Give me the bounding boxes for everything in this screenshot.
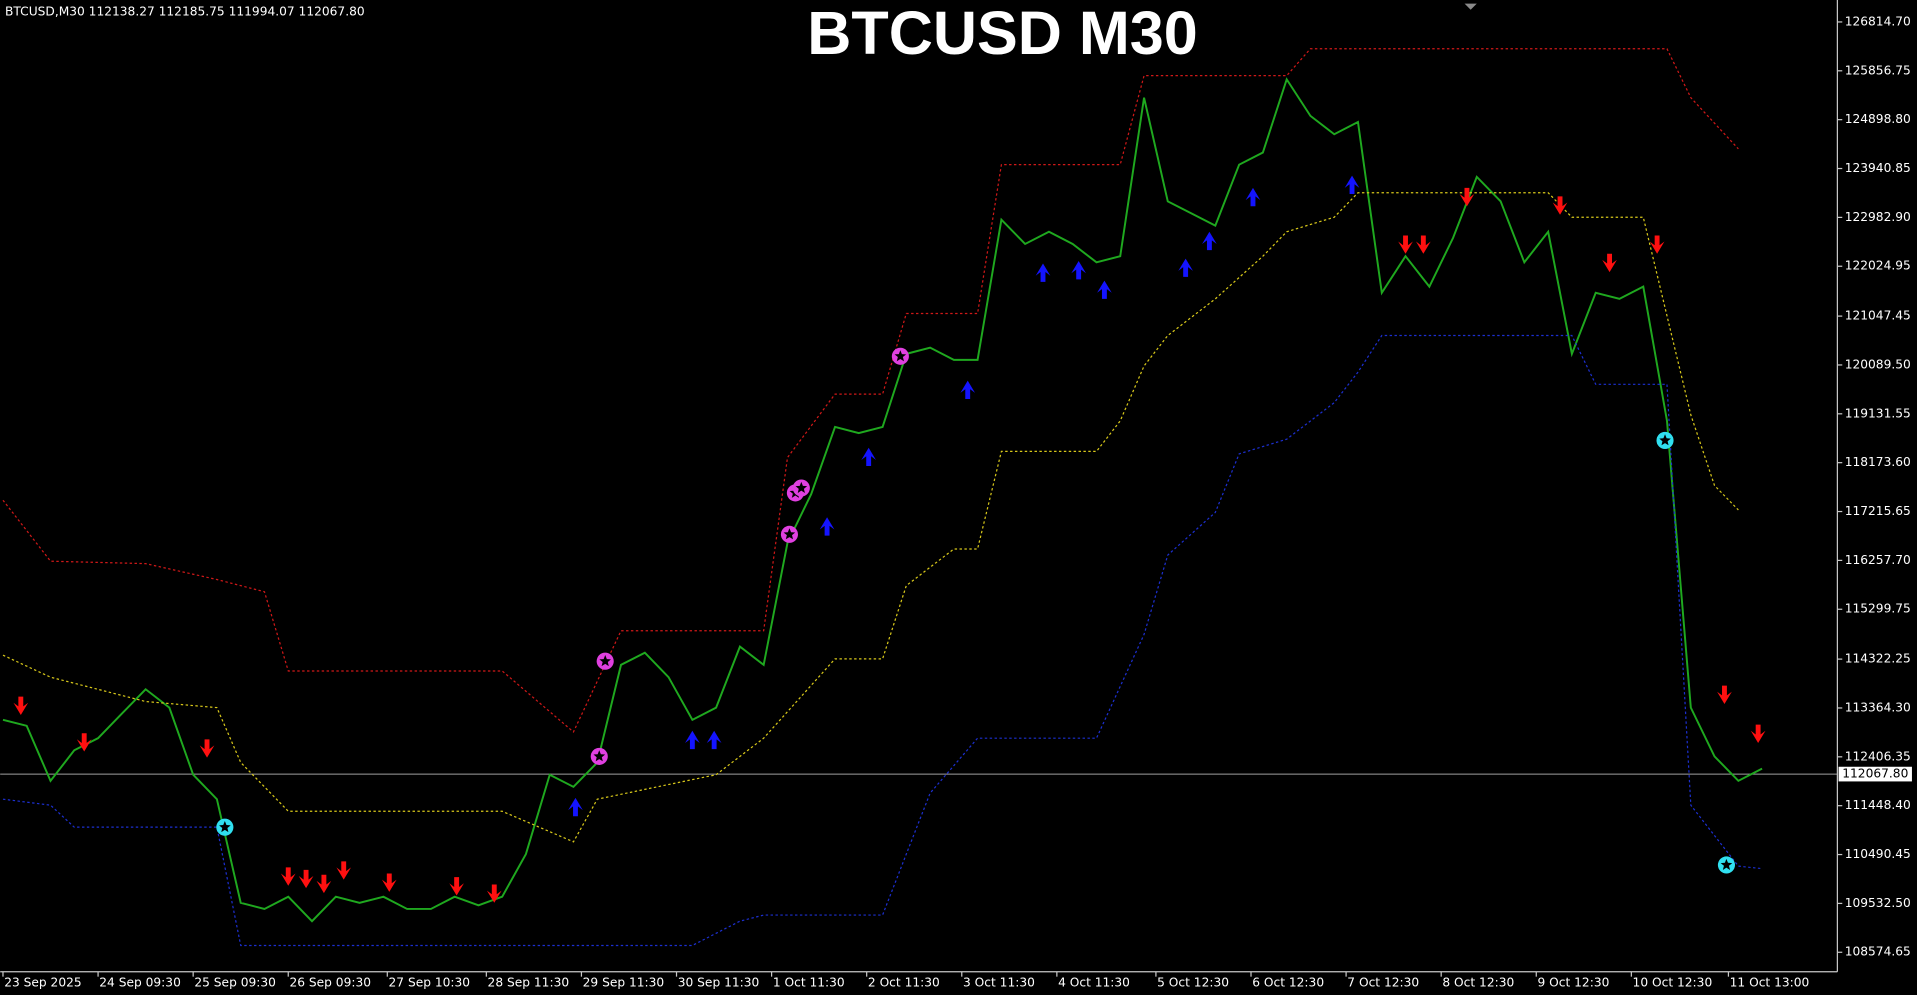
buy-arrow xyxy=(1344,175,1360,195)
buy-arrow xyxy=(960,380,976,399)
star-shape xyxy=(219,821,231,833)
x-tick-label: 24 Sep 09:30 xyxy=(99,975,181,989)
y-tick-label: 117215.65 xyxy=(1845,504,1911,518)
sell-arrow xyxy=(1717,685,1732,704)
x-tick-label: 9 Oct 12:30 xyxy=(1537,975,1609,989)
channel-line xyxy=(2,334,1763,947)
star-shape xyxy=(894,350,907,362)
star-shape xyxy=(599,655,611,667)
star-shape xyxy=(1720,858,1733,870)
buy-arrow xyxy=(861,447,877,467)
buy-arrow xyxy=(1202,231,1217,251)
buy-arrow xyxy=(1245,187,1261,207)
shift-marker xyxy=(1464,3,1477,10)
y-tick-label: 113364.30 xyxy=(1845,700,1911,714)
x-tick-label: 29 Sep 11:30 xyxy=(583,975,665,989)
x-tick-label: 3 Oct 11:30 xyxy=(963,975,1035,989)
y-tick-label: 112406.35 xyxy=(1845,749,1911,763)
star-marker xyxy=(792,479,810,497)
y-tick-label: 111448.40 xyxy=(1845,798,1911,812)
x-tick-label: 26 Sep 09:30 xyxy=(289,975,371,989)
x-tick-label: 10 Oct 12:30 xyxy=(1633,975,1713,989)
y-tick-label: 114322.25 xyxy=(1845,652,1911,666)
sell-arrow xyxy=(486,884,502,903)
buy-arrow xyxy=(1178,258,1193,277)
sell-arrow xyxy=(13,696,29,715)
sell-arrow xyxy=(1750,724,1766,744)
y-tick-label: 124898.80 xyxy=(1845,112,1911,126)
sell-arrow xyxy=(449,877,464,896)
star-shape xyxy=(783,528,796,540)
y-tick-label: 115299.75 xyxy=(1845,602,1911,616)
star-marker xyxy=(590,747,608,765)
x-tick-label: 2 Oct 11:30 xyxy=(868,975,940,989)
star-marker xyxy=(596,652,614,670)
star-marker xyxy=(1656,431,1674,449)
sell-arrow xyxy=(76,733,92,752)
x-tick-label: 8 Oct 12:30 xyxy=(1442,975,1514,989)
y-tick-label: 118173.60 xyxy=(1845,455,1911,469)
buy-arrow xyxy=(1097,280,1112,299)
buy-arrow xyxy=(706,730,722,750)
sell-arrow xyxy=(1459,187,1475,207)
star-marker xyxy=(780,525,798,543)
star-shape xyxy=(795,481,808,493)
y-tick-label: 109532.50 xyxy=(1845,896,1911,910)
y-tick-label: 120089.50 xyxy=(1845,357,1911,371)
sell-arrow xyxy=(1552,196,1568,215)
buy-arrow xyxy=(568,797,583,817)
x-tick-label: 6 Oct 12:30 xyxy=(1252,975,1324,989)
star-marker xyxy=(1717,856,1735,874)
x-tick-label: 5 Oct 12:30 xyxy=(1157,975,1229,989)
sell-arrow xyxy=(1649,235,1665,254)
star-marker xyxy=(216,818,234,836)
sell-arrow xyxy=(381,873,397,892)
y-tick-label: 123940.85 xyxy=(1845,161,1911,175)
y-tick-label: 119131.55 xyxy=(1845,406,1911,420)
last-price-label: 112067.80 xyxy=(1842,767,1908,781)
x-tick-label: 30 Sep 11:30 xyxy=(678,975,760,989)
x-tick-label: 7 Oct 12:30 xyxy=(1347,975,1419,989)
y-tick-label: 122024.95 xyxy=(1845,259,1911,273)
plot-area xyxy=(0,48,1838,947)
sell-arrow xyxy=(336,861,352,880)
sell-arrow xyxy=(280,867,296,886)
x-tick-label: 28 Sep 11:30 xyxy=(488,975,570,989)
x-tick-label: 25 Sep 09:30 xyxy=(194,975,276,989)
sell-arrow xyxy=(1602,253,1617,273)
sell-arrow xyxy=(1398,235,1413,254)
chart-header: BTCUSD,M30 112138.27 112185.75 111994.07… xyxy=(5,5,365,19)
y-tick-label: 121047.45 xyxy=(1845,309,1911,323)
x-tick-label: 4 Oct 11:30 xyxy=(1058,975,1130,989)
channel-line xyxy=(2,48,1739,733)
y-tick-label: 126814.70 xyxy=(1845,14,1911,28)
last-price-box xyxy=(1838,766,1912,782)
buy-arrow xyxy=(1071,261,1086,280)
y-tick-label: 122982.90 xyxy=(1845,210,1911,224)
y-tick-label: 116257.70 xyxy=(1845,553,1911,567)
star-shape xyxy=(593,750,606,762)
y-tick-label: 125856.75 xyxy=(1845,63,1911,77)
x-tick-label: 23 Sep 2025 xyxy=(4,975,81,989)
sell-arrow xyxy=(316,874,332,894)
chart-title: BTCUSD M30 xyxy=(807,0,1197,67)
star-shape xyxy=(1659,434,1671,446)
x-tick-label: 27 Sep 10:30 xyxy=(389,975,471,989)
y-tick-label: 110490.45 xyxy=(1845,847,1911,861)
buy-arrow xyxy=(1035,263,1051,282)
x-tick-label: 11 Oct 13:00 xyxy=(1730,975,1810,989)
y-tick-label: 108574.65 xyxy=(1845,945,1911,959)
star-marker xyxy=(891,347,909,365)
sell-arrow xyxy=(298,869,314,889)
buy-arrow xyxy=(685,730,700,750)
sell-arrow xyxy=(1416,235,1431,254)
buy-arrow xyxy=(819,517,835,536)
sell-arrow xyxy=(199,739,215,758)
x-tick-label: 1 Oct 11:30 xyxy=(773,975,845,989)
